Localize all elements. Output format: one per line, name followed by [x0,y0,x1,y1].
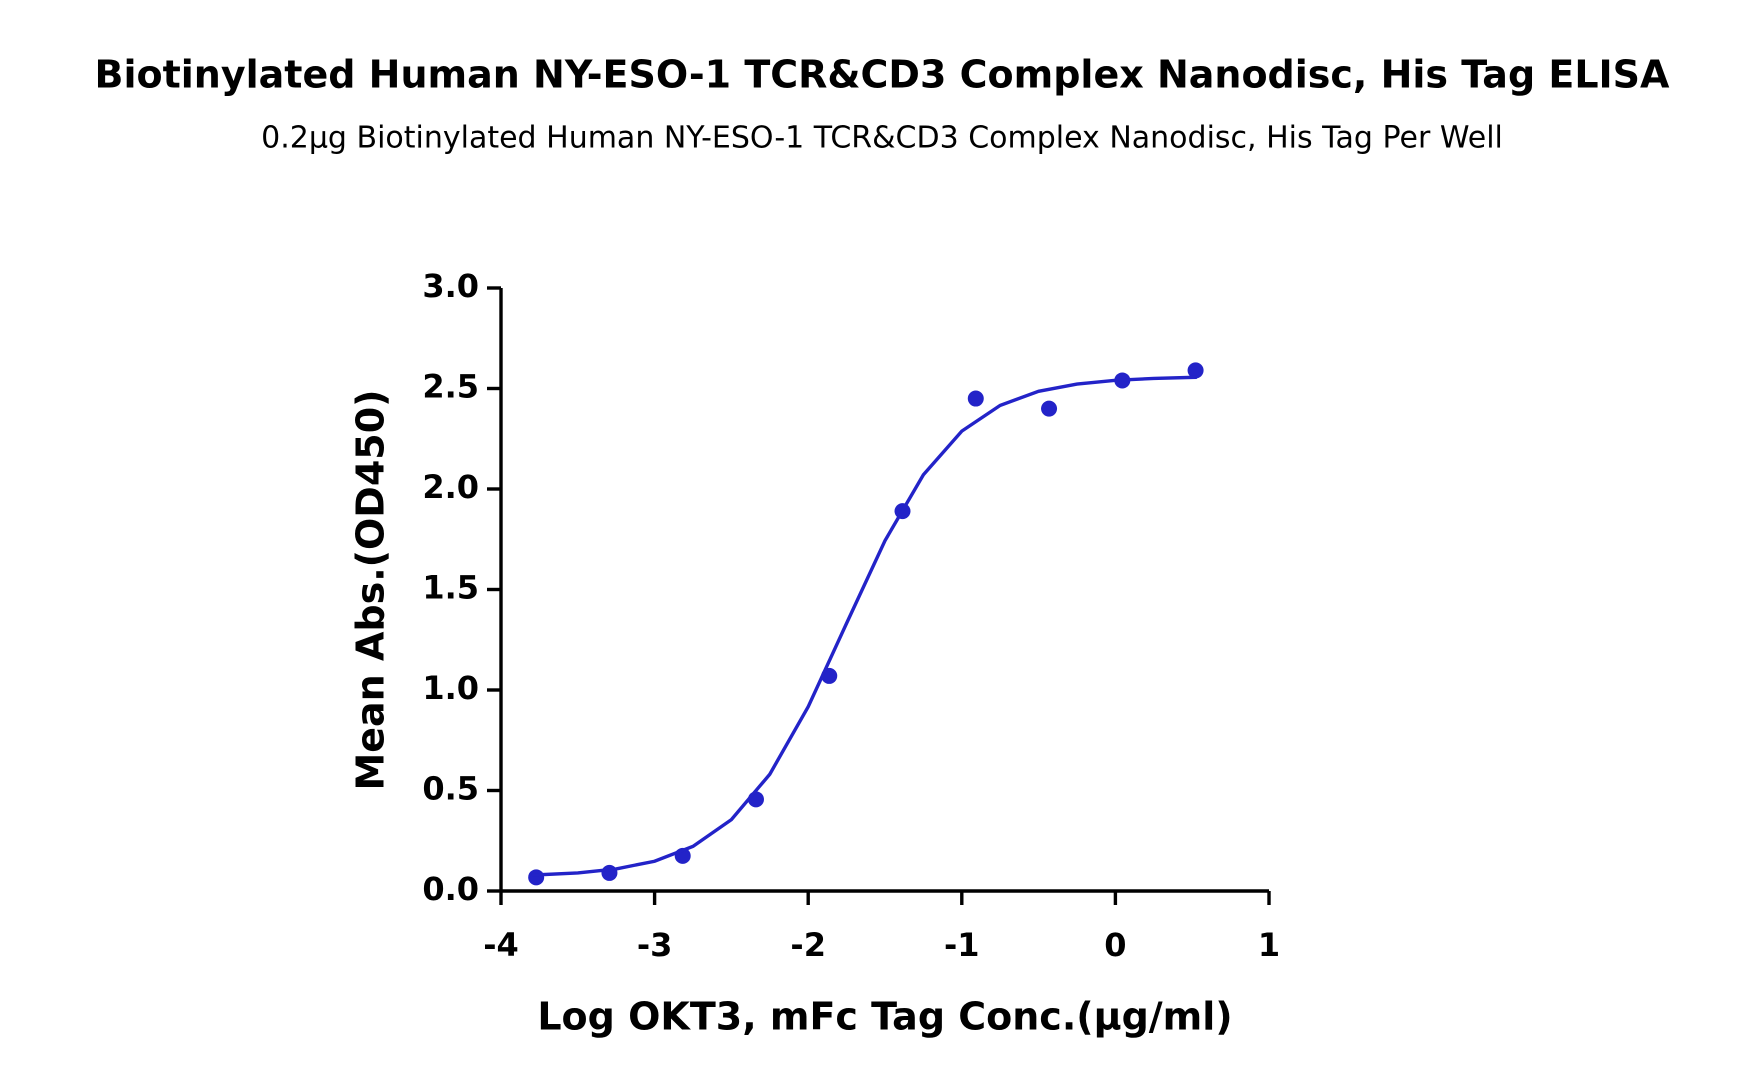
chart-title: Biotinylated Human NY-ESO-1 TCR&CD3 Comp… [95,53,1671,97]
x-tick-label: -4 [483,926,519,964]
chart-subtitle: 0.2μg Biotinylated Human NY-ESO-1 TCR&CD… [261,121,1503,156]
y-tick-label: 2.0 [422,468,479,506]
y-tick-label: 0.5 [422,770,479,808]
y-tick-label: 3.0 [422,267,479,305]
fit-curve [531,375,1197,877]
y-axis-label: Mean Abs.(OD450) [349,389,393,790]
data-point [967,390,984,407]
x-tick-label: -3 [637,926,673,964]
data-point [1187,362,1204,379]
y-tick-label: 0.0 [422,870,479,908]
x-tick-label: 0 [1104,926,1126,964]
x-tick-label: 1 [1258,926,1280,964]
y-tick-label: 1.5 [422,569,479,607]
y-tick-label: 1.0 [422,669,479,707]
x-axis-label: Log OKT3, mFc Tag Conc.(μg/ml) [537,995,1232,1039]
x-tick-label: -1 [944,926,980,964]
y-tick-label: 2.5 [422,368,479,406]
x-tick-label: -2 [790,926,826,964]
data-point [528,869,545,886]
data-point [1041,400,1058,417]
